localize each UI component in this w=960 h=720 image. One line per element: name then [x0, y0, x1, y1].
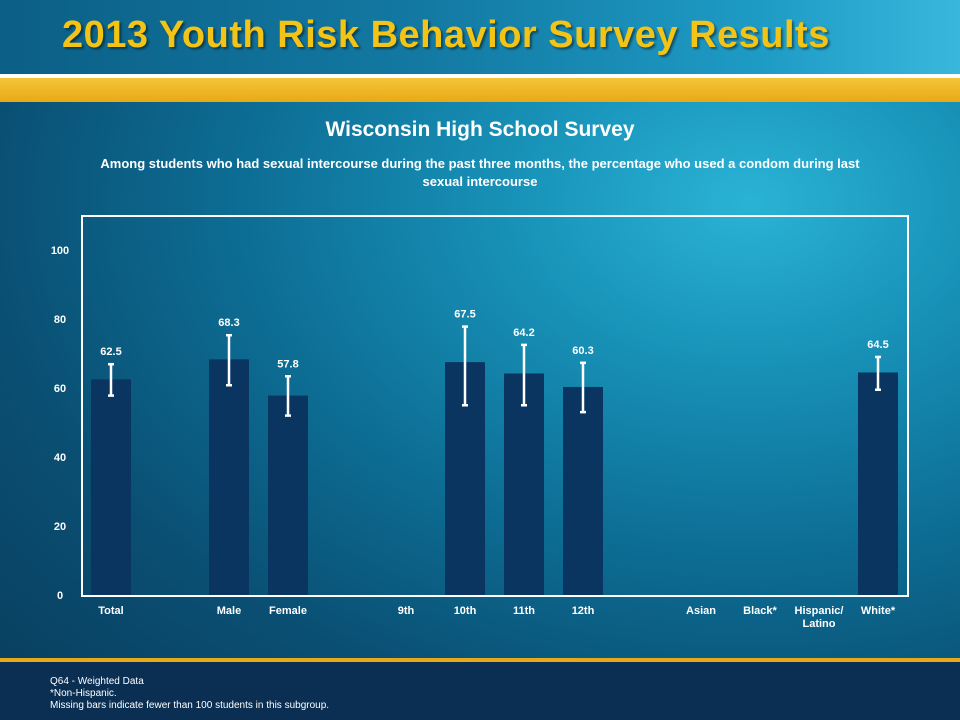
x-tick-label: Male [217, 605, 241, 617]
data-label: 68.3 [218, 317, 239, 329]
footer-notes: Q64 - Weighted Data *Non-Hispanic. Missi… [50, 676, 329, 712]
y-tick-label: 40 [54, 452, 66, 464]
footer-note: *Non-Hispanic. [50, 688, 117, 699]
header-banner: 2013 Youth Risk Behavior Survey Results [0, 0, 960, 74]
x-tick-label: 12th [572, 605, 595, 617]
x-tick-label: 9th [398, 605, 415, 617]
bar-chart: 0 20 40 60 80 100 62.5 Total 68.3 Male 57.8 Female 9… [51, 215, 909, 630]
x-tick-label: Black* [743, 605, 777, 617]
footer-bar [0, 662, 960, 720]
bar [504, 373, 544, 595]
header-accent-bar [0, 78, 960, 102]
chart-subtitle: Among students who had sexual intercours… [100, 156, 860, 189]
chart-title: Wisconsin High School Survey [325, 118, 635, 141]
x-tick-label: Female [269, 605, 307, 617]
footer-accent-bar [0, 658, 960, 663]
footer-note: Q64 - Weighted Data [50, 676, 144, 687]
plot-frame [81, 215, 909, 597]
y-tick-label: 0 [57, 590, 63, 602]
data-label: 64.2 [513, 327, 534, 339]
y-tick-label: 80 [54, 314, 66, 326]
header-divider [0, 74, 960, 78]
data-label: 67.5 [454, 309, 475, 321]
x-tick-label: Hispanic/Latino [795, 605, 844, 630]
data-label: 57.8 [277, 358, 298, 370]
x-tick-label: Asian [686, 605, 716, 617]
bar [858, 372, 898, 595]
bar [209, 359, 249, 595]
bar [91, 379, 131, 595]
y-tick-label: 100 [51, 245, 69, 257]
footer-note: Missing bars indicate fewer than 100 stu… [50, 700, 330, 711]
bar [563, 386, 603, 595]
bar [268, 395, 308, 595]
data-label: 62.5 [100, 346, 121, 358]
x-tick-label: White* [861, 605, 896, 617]
x-tick-label: 10th [454, 605, 477, 617]
y-tick-label: 60 [54, 383, 66, 395]
x-tick-label: Total [98, 605, 123, 617]
y-tick-label: 20 [54, 521, 66, 533]
x-tick-label: 11th [513, 605, 535, 617]
data-label: 60.3 [572, 345, 593, 357]
data-label: 64.5 [867, 339, 888, 351]
page-title: 2013 Youth Risk Behavior Survey Results [62, 14, 830, 56]
